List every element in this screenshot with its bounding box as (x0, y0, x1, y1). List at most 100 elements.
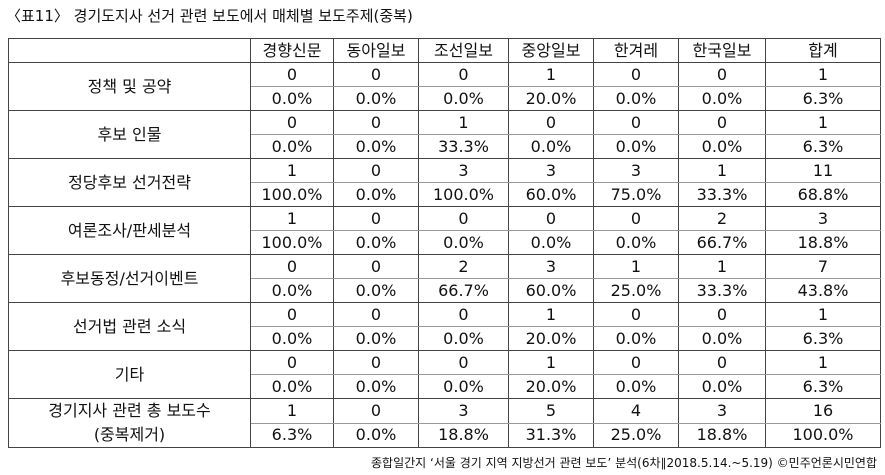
count-cell: 3 (418, 158, 509, 183)
count-row: 기타 0 0 0 1 0 0 1 (8, 350, 881, 399)
column-header: 동아일보 (333, 38, 419, 63)
footer: 종합일간지 ‘서울 경기 지역 지방선거 관련 보도’ 분석(6차∥2018.5… (370, 456, 877, 470)
percent-cell: 0.0% (250, 326, 334, 351)
row-label-text: 정당후보 선거전략 (68, 172, 191, 192)
count-cell: 0 (593, 302, 679, 327)
percent-cell: 0.0% (418, 374, 509, 399)
count-row: 후보 인물 0 0 1 0 0 0 1 (8, 110, 881, 159)
column-header: 합계 (765, 38, 881, 63)
count-cell: 0 (678, 110, 766, 135)
count-cell: 1 (250, 206, 334, 231)
percent-cell: 18.8% (765, 230, 881, 255)
count-cell: 0 (250, 62, 334, 87)
count-cell: 0 (250, 254, 334, 279)
percent-cell: 0.0% (418, 326, 509, 351)
percent-cell: 0.0% (250, 134, 334, 159)
count-cell: 1 (765, 110, 881, 135)
column-header: 한겨레 (593, 38, 679, 63)
percent-cell: 100.0% (250, 182, 334, 207)
percent-cell: 0.0% (508, 134, 594, 159)
percent-row: 6.3% 0.0% 18.8% 31.3% 25.0% 18.8% 100.0% (9, 423, 881, 448)
count-cell: 1 (250, 398, 334, 424)
column-header: 한국일보 (678, 38, 766, 63)
row-label: 여론조사/판세분석 (8, 206, 251, 255)
percent-cell: 0.0% (333, 86, 419, 111)
count-cell: 0 (508, 110, 594, 135)
row-label-text: 후보동정/선거이벤트 (60, 268, 199, 288)
count-cell: 1 (765, 62, 881, 87)
count-row: 후보동정/선거이벤트 0 0 2 3 1 1 7 (8, 254, 881, 303)
percent-row: 0.0% 0.0% 0.0% 20.0% 0.0% 0.0% 6.3% (9, 326, 881, 351)
count-cell: 0 (250, 110, 334, 135)
row-label: 정당후보 선거전략 (8, 158, 251, 207)
percent-row: 0.0% 0.0% 0.0% 20.0% 0.0% 0.0% 6.3% (9, 374, 881, 399)
count-cell: 0 (678, 350, 766, 375)
count-cell: 1 (765, 350, 881, 375)
percent-cell: 6.3% (765, 326, 881, 351)
header-row: 경향신문 동아일보 조선일보 중앙일보 한겨레 한국일보 합계 (8, 38, 881, 63)
count-row: 여론조사/판세분석 1 0 0 0 0 2 3 (8, 206, 881, 255)
percent-cell: 66.7% (678, 230, 766, 255)
percent-cell: 0.0% (593, 326, 679, 351)
percent-cell: 6.3% (765, 86, 881, 111)
count-cell: 3 (678, 398, 766, 424)
count-cell: 0 (678, 62, 766, 87)
row-label-text: 정책 및 공약 (87, 76, 172, 96)
count-cell: 0 (250, 302, 334, 327)
column-header: 경향신문 (250, 38, 334, 63)
count-cell: 0 (678, 302, 766, 327)
row-label: 후보동정/선거이벤트 (8, 254, 251, 303)
percent-cell: 0.0% (593, 374, 679, 399)
count-cell: 0 (333, 398, 419, 424)
title: 〈표11〉 경기도지사 선거 관련 보도에서 매체별 보도주제(중복) (6, 7, 413, 25)
count-row: 정당후보 선거전략 1 0 3 3 3 1 11 (8, 158, 881, 207)
count-cell: 0 (333, 62, 419, 87)
count-cell: 16 (765, 398, 881, 424)
percent-cell: 0.0% (333, 326, 419, 351)
row-label: 후보 인물 (8, 110, 251, 159)
row-label: 경기지사 관련 총 보도수 (중복제거) (8, 398, 251, 448)
count-cell: 0 (418, 350, 509, 375)
count-cell: 1 (765, 302, 881, 327)
percent-cell: 0.0% (678, 134, 766, 159)
count-cell: 1 (508, 62, 594, 87)
percent-cell: 0.0% (593, 86, 679, 111)
count-cell: 0 (333, 350, 419, 375)
count-cell: 2 (678, 206, 766, 231)
percent-row: 0.0% 0.0% 0.0% 20.0% 0.0% 0.0% 6.3% (9, 86, 881, 111)
percent-cell: 100.0% (765, 423, 881, 448)
count-cell: 0 (333, 302, 419, 327)
percent-cell: 0.0% (250, 278, 334, 303)
percent-cell: 0.0% (678, 326, 766, 351)
percent-cell: 25.0% (593, 278, 679, 303)
percent-cell: 6.3% (765, 134, 881, 159)
count-cell: 0 (508, 206, 594, 231)
count-cell: 1 (508, 302, 594, 327)
count-cell: 0 (333, 110, 419, 135)
percent-cell: 0.0% (418, 230, 509, 255)
corner-cell (8, 38, 251, 63)
percent-cell: 66.7% (418, 278, 509, 303)
count-cell: 1 (593, 254, 679, 279)
count-cell: 0 (593, 62, 679, 87)
count-cell: 3 (508, 254, 594, 279)
count-cell: 3 (418, 398, 509, 424)
count-cell: 0 (333, 158, 419, 183)
count-row: 선거법 관련 소식 0 0 0 1 0 0 1 (8, 302, 881, 351)
percent-cell: 33.3% (678, 182, 766, 207)
row-label-text: 선거법 관련 소식 (72, 316, 187, 336)
column-header: 조선일보 (418, 38, 509, 63)
count-cell: 0 (333, 206, 419, 231)
count-cell: 11 (765, 158, 881, 183)
percent-cell: 0.0% (250, 374, 334, 399)
count-cell: 0 (418, 302, 509, 327)
count-cell: 1 (250, 158, 334, 183)
percent-cell: 31.3% (508, 423, 594, 448)
count-cell: 1 (678, 158, 766, 183)
percent-cell: 43.8% (765, 278, 881, 303)
percent-cell: 0.0% (333, 374, 419, 399)
row-label: 기타 (8, 350, 251, 399)
count-cell: 1 (678, 254, 766, 279)
